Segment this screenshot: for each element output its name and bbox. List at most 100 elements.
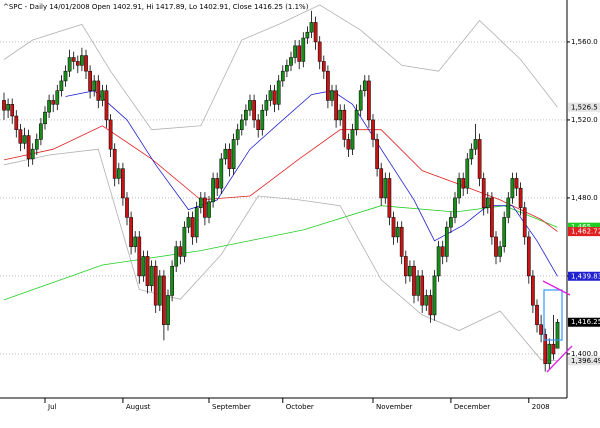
- candle-body: [383, 178, 388, 199]
- y-tick-label: 1,400.0: [571, 350, 598, 358]
- candle-body: [395, 226, 400, 238]
- candle-body: [449, 217, 453, 228]
- candle-body: [149, 265, 154, 286]
- chart-title: ^SPC - Daily 14/01/2008 Open 1402.91, Hi…: [3, 3, 309, 11]
- candle-body: [371, 119, 375, 140]
- trend-annotation: [542, 280, 571, 296]
- candle-body: [22, 135, 27, 144]
- candle-body: [399, 226, 404, 257]
- candle-body: [481, 178, 486, 208]
- x-tick-label: December: [454, 403, 490, 411]
- candle-body: [293, 45, 297, 58]
- candle-body: [465, 158, 470, 189]
- candle-body: [178, 246, 183, 257]
- value-box-label: 1,416.25: [571, 318, 600, 326]
- candle-body: [256, 119, 261, 130]
- candle-body: [198, 197, 203, 208]
- candle-body: [301, 37, 306, 62]
- candle-body: [116, 168, 121, 179]
- candle-body: [510, 178, 515, 199]
- candle-body: [539, 324, 543, 335]
- value-box: [568, 356, 600, 366]
- candle-body: [444, 226, 449, 257]
- candle-body: [498, 246, 502, 257]
- candle-body: [276, 80, 281, 105]
- candle-body: [43, 111, 47, 125]
- candle-body: [268, 90, 273, 101]
- candle-body: [84, 55, 88, 72]
- candle-body: [108, 119, 113, 150]
- candle-body: [125, 197, 129, 218]
- candle-body: [526, 236, 531, 277]
- candle-body: [100, 90, 105, 101]
- value-box-label: 1,526.5: [571, 103, 598, 111]
- candle-body: [157, 275, 162, 306]
- candle-body: [305, 31, 310, 39]
- candle-body: [330, 90, 334, 101]
- candle-body: [506, 197, 511, 218]
- candle-body: [63, 70, 68, 82]
- candle-body: [436, 246, 441, 277]
- candle-body: [248, 100, 252, 111]
- candle-body: [162, 275, 166, 325]
- candle-body: [227, 148, 232, 169]
- candle-body: [39, 123, 43, 140]
- candle-body: [313, 22, 318, 43]
- candle-body: [453, 197, 457, 218]
- x-tick-label: October: [286, 403, 314, 411]
- y-tick-label: 1,520.0: [571, 116, 598, 124]
- candle-body: [190, 217, 195, 238]
- value-box-label: 1,439.83: [571, 272, 600, 280]
- candles: [2, 10, 560, 372]
- candle-body: [408, 265, 412, 277]
- candle-body: [547, 343, 552, 364]
- candle-body: [10, 104, 15, 117]
- candle-body: [121, 168, 125, 199]
- candle-body: [92, 80, 97, 91]
- candle-body: [2, 100, 6, 111]
- value-box: [568, 227, 600, 237]
- candle-body: [26, 135, 31, 160]
- candle-body: [133, 236, 138, 247]
- candle-body: [309, 22, 314, 33]
- trend-annotation: [546, 345, 573, 373]
- candle-body: [34, 139, 39, 150]
- candle-body: [239, 119, 244, 130]
- candle-body: [30, 148, 35, 160]
- candle-body: [59, 80, 64, 91]
- candle-body: [207, 201, 211, 218]
- candle-body: [375, 139, 379, 169]
- candle-body: [260, 109, 265, 130]
- candle-body: [391, 217, 396, 238]
- candle-body: [166, 295, 170, 325]
- x-tick-label: November: [376, 403, 413, 411]
- candle-body: [67, 57, 72, 72]
- candle-body: [317, 41, 322, 62]
- value-box: [568, 271, 600, 281]
- candle-body: [473, 139, 478, 150]
- candle-body: [203, 197, 207, 218]
- candle-body: [231, 139, 236, 169]
- candle-body: [55, 90, 60, 105]
- y-tick-label: 1,480.0: [571, 194, 598, 202]
- candle-body: [272, 90, 277, 105]
- candle-body: [367, 80, 371, 121]
- value-box: [568, 317, 600, 327]
- x-tick-label: 2008: [532, 403, 550, 411]
- candle-body: [244, 109, 248, 121]
- candle-body: [129, 217, 133, 247]
- x-tick-label: Jul: [47, 403, 57, 411]
- candle-body: [112, 148, 117, 179]
- candle-body: [334, 90, 338, 121]
- candle-body: [551, 343, 556, 355]
- candle-body: [346, 139, 351, 150]
- candle-body: [235, 129, 240, 140]
- candle-body: [285, 65, 289, 72]
- candle-body: [141, 256, 146, 277]
- value-box-label: 1,462.72: [571, 228, 600, 236]
- candle-body: [502, 217, 507, 247]
- value-box: [568, 102, 600, 112]
- candle-body: [47, 100, 51, 113]
- indicator-line: [3, 148, 558, 362]
